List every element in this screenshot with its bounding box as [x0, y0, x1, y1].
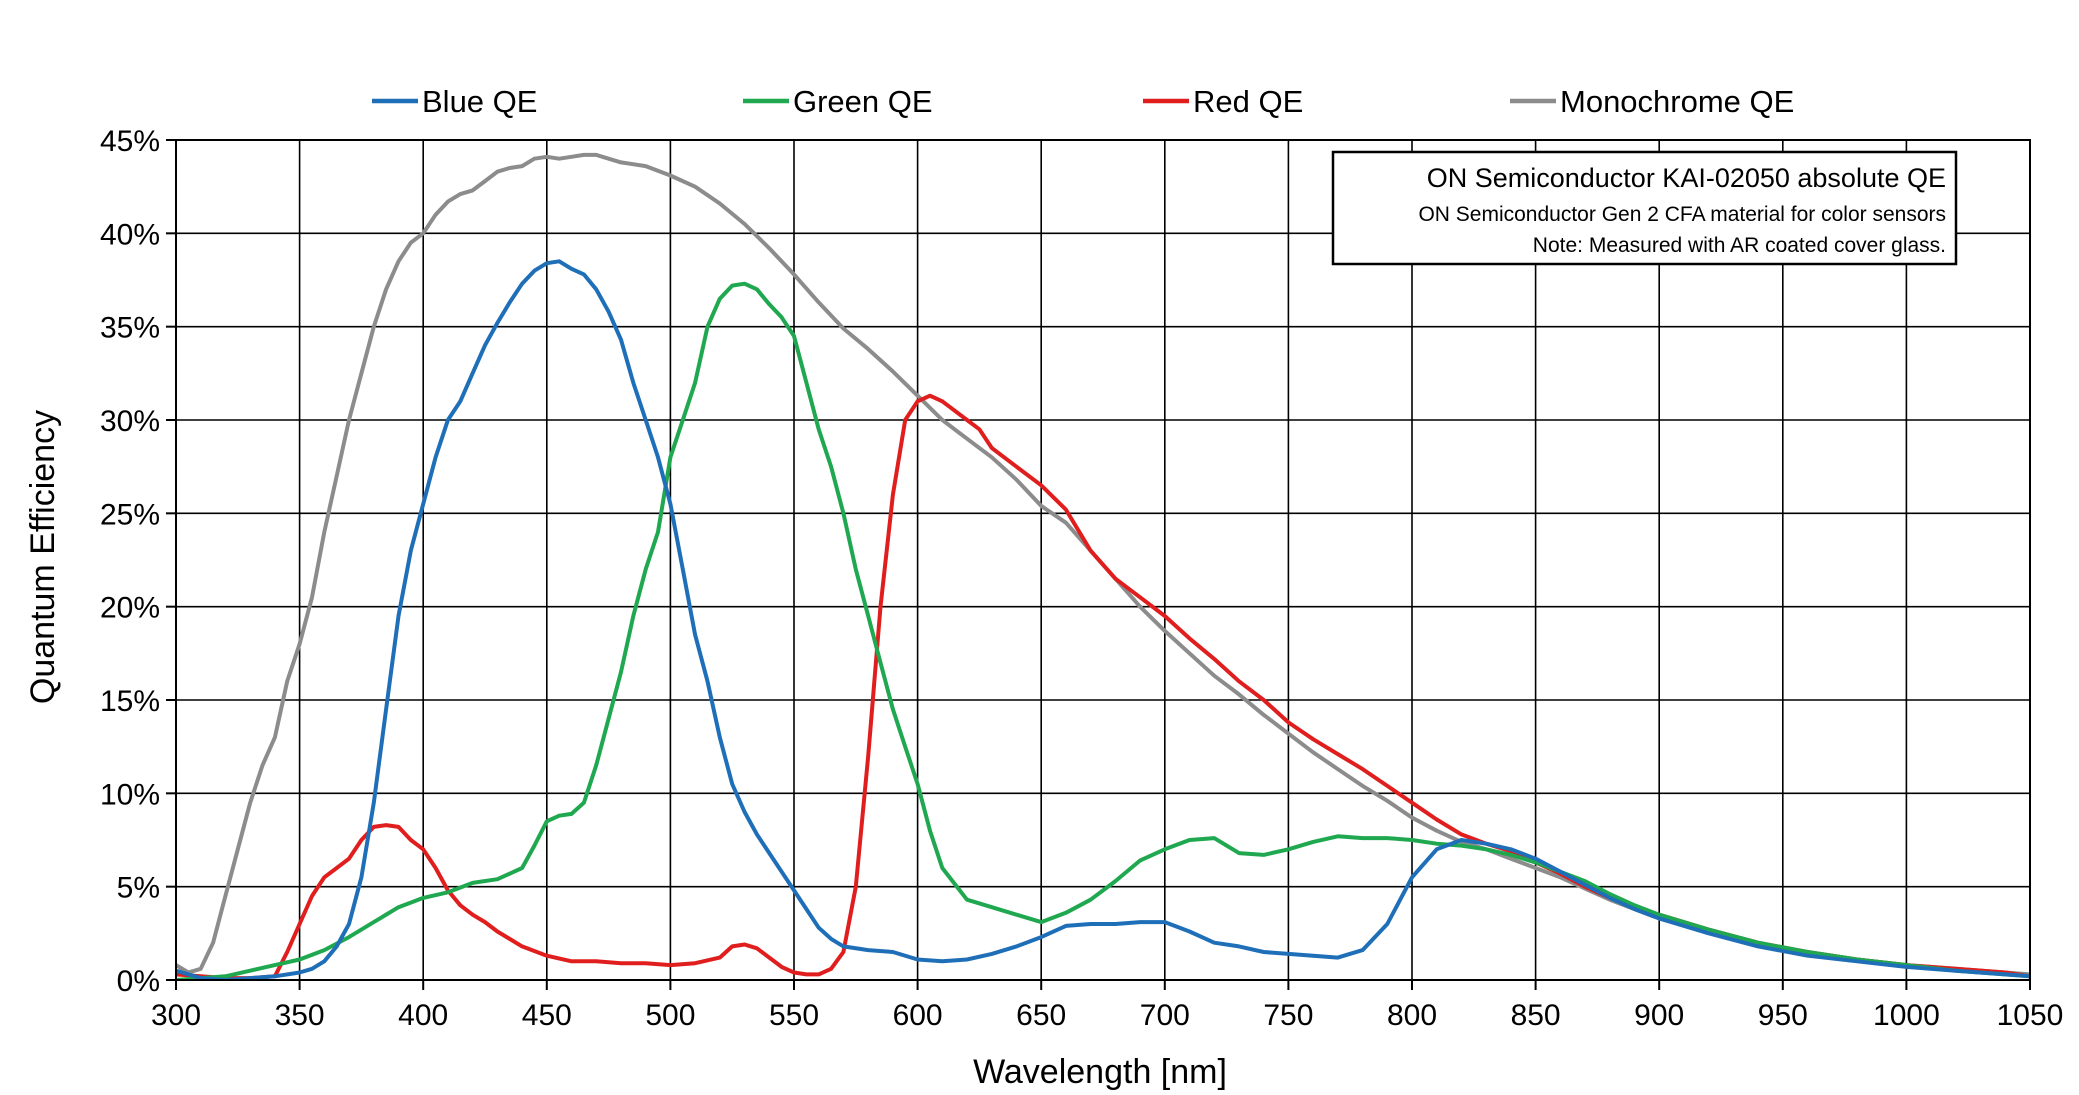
y-tick-label-25: 25%: [100, 498, 160, 531]
x-tick-label-600: 600: [893, 999, 943, 1032]
y-tick-label-20: 20%: [100, 592, 160, 625]
legend-label-blue-qe: Blue QE: [422, 84, 537, 119]
y-tick-label-5: 5%: [117, 872, 160, 905]
x-tick-label-1000: 1000: [1873, 999, 1940, 1032]
y-tick-label-30: 30%: [100, 405, 160, 438]
y-tick-label-40: 40%: [100, 218, 160, 251]
annotation-line-2: Note: Measured with AR coated cover glas…: [1533, 234, 1946, 257]
annotation-title: ON Semiconductor KAI-02050 absolute QE: [1427, 163, 1946, 193]
x-tick-label-650: 650: [1016, 999, 1066, 1032]
x-axis-title: Wavelength [nm]: [973, 1053, 1227, 1091]
series-line-green-qe: [176, 281, 2030, 980]
x-axis-ticks: 300 350 400 450 500 550 600 650 700 750 800 850 900 9…: [151, 980, 2063, 1032]
y-tick-label-45: 45%: [100, 125, 160, 158]
x-tick-label-700: 700: [1140, 999, 1190, 1032]
x-tick-label-800: 800: [1387, 999, 1437, 1032]
y-tick-label-15: 15%: [100, 685, 160, 718]
x-tick-label-900: 900: [1634, 999, 1684, 1032]
y-tick-label-10: 10%: [100, 778, 160, 811]
y-axis-title: Quantum Efficiency: [24, 410, 62, 704]
legend-label-green-qe: Green QE: [793, 84, 933, 119]
x-tick-label-1050: 1050: [1997, 999, 2064, 1032]
x-tick-label-400: 400: [398, 999, 448, 1032]
y-axis-ticks: 0% 5% 10% 15% 20% 25% 30% 35% 40% 45%: [100, 125, 176, 998]
x-tick-label-350: 350: [275, 999, 325, 1032]
legend-label-red-qe: Red QE: [1193, 84, 1303, 119]
y-tick-label-0: 0%: [117, 965, 160, 998]
x-tick-label-300: 300: [151, 999, 201, 1032]
annotation-frame: [1331, 150, 1958, 266]
x-tick-label-550: 550: [769, 999, 819, 1032]
legend: Blue QE Green QE Red QE Monochrome QE: [372, 84, 1794, 119]
x-tick-label-500: 500: [645, 999, 695, 1032]
x-tick-label-750: 750: [1263, 999, 1313, 1032]
series-line-monochrome-qe: [176, 152, 2030, 977]
series-layer: [176, 152, 2030, 980]
plot-frame: [175, 139, 2031, 981]
y-tick-label-35: 35%: [100, 312, 160, 345]
series-line-blue-qe: [176, 259, 2030, 980]
x-tick-label-850: 850: [1511, 999, 1561, 1032]
legend-label-monochrome-qe: Monochrome QE: [1560, 84, 1794, 119]
x-tick-label-950: 950: [1758, 999, 1808, 1032]
x-tick-label-450: 450: [522, 999, 572, 1032]
annotation-box: ON Semiconductor KAI-02050 absolute QE O…: [1331, 150, 1958, 266]
annotation-line-1: ON Semiconductor Gen 2 CFA material for …: [1418, 203, 1946, 226]
